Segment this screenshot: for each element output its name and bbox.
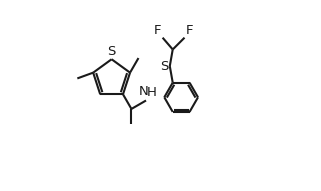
Text: S: S bbox=[160, 60, 169, 73]
Text: N: N bbox=[139, 85, 149, 98]
Text: H: H bbox=[147, 86, 157, 99]
Text: S: S bbox=[108, 45, 116, 58]
Text: F: F bbox=[154, 24, 161, 37]
Text: F: F bbox=[186, 24, 193, 37]
